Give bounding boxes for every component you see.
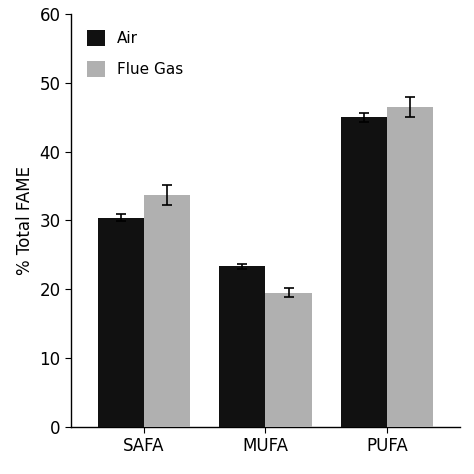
Bar (387, 107, 433, 427)
Bar (144, 195, 190, 427)
Bar (341, 118, 387, 427)
Bar (219, 266, 265, 427)
Bar (98, 218, 144, 427)
Legend: Air, Flue Gas: Air, Flue Gas (87, 30, 183, 77)
Bar (265, 292, 311, 427)
Y-axis label: % Total FAME: % Total FAME (16, 166, 34, 275)
